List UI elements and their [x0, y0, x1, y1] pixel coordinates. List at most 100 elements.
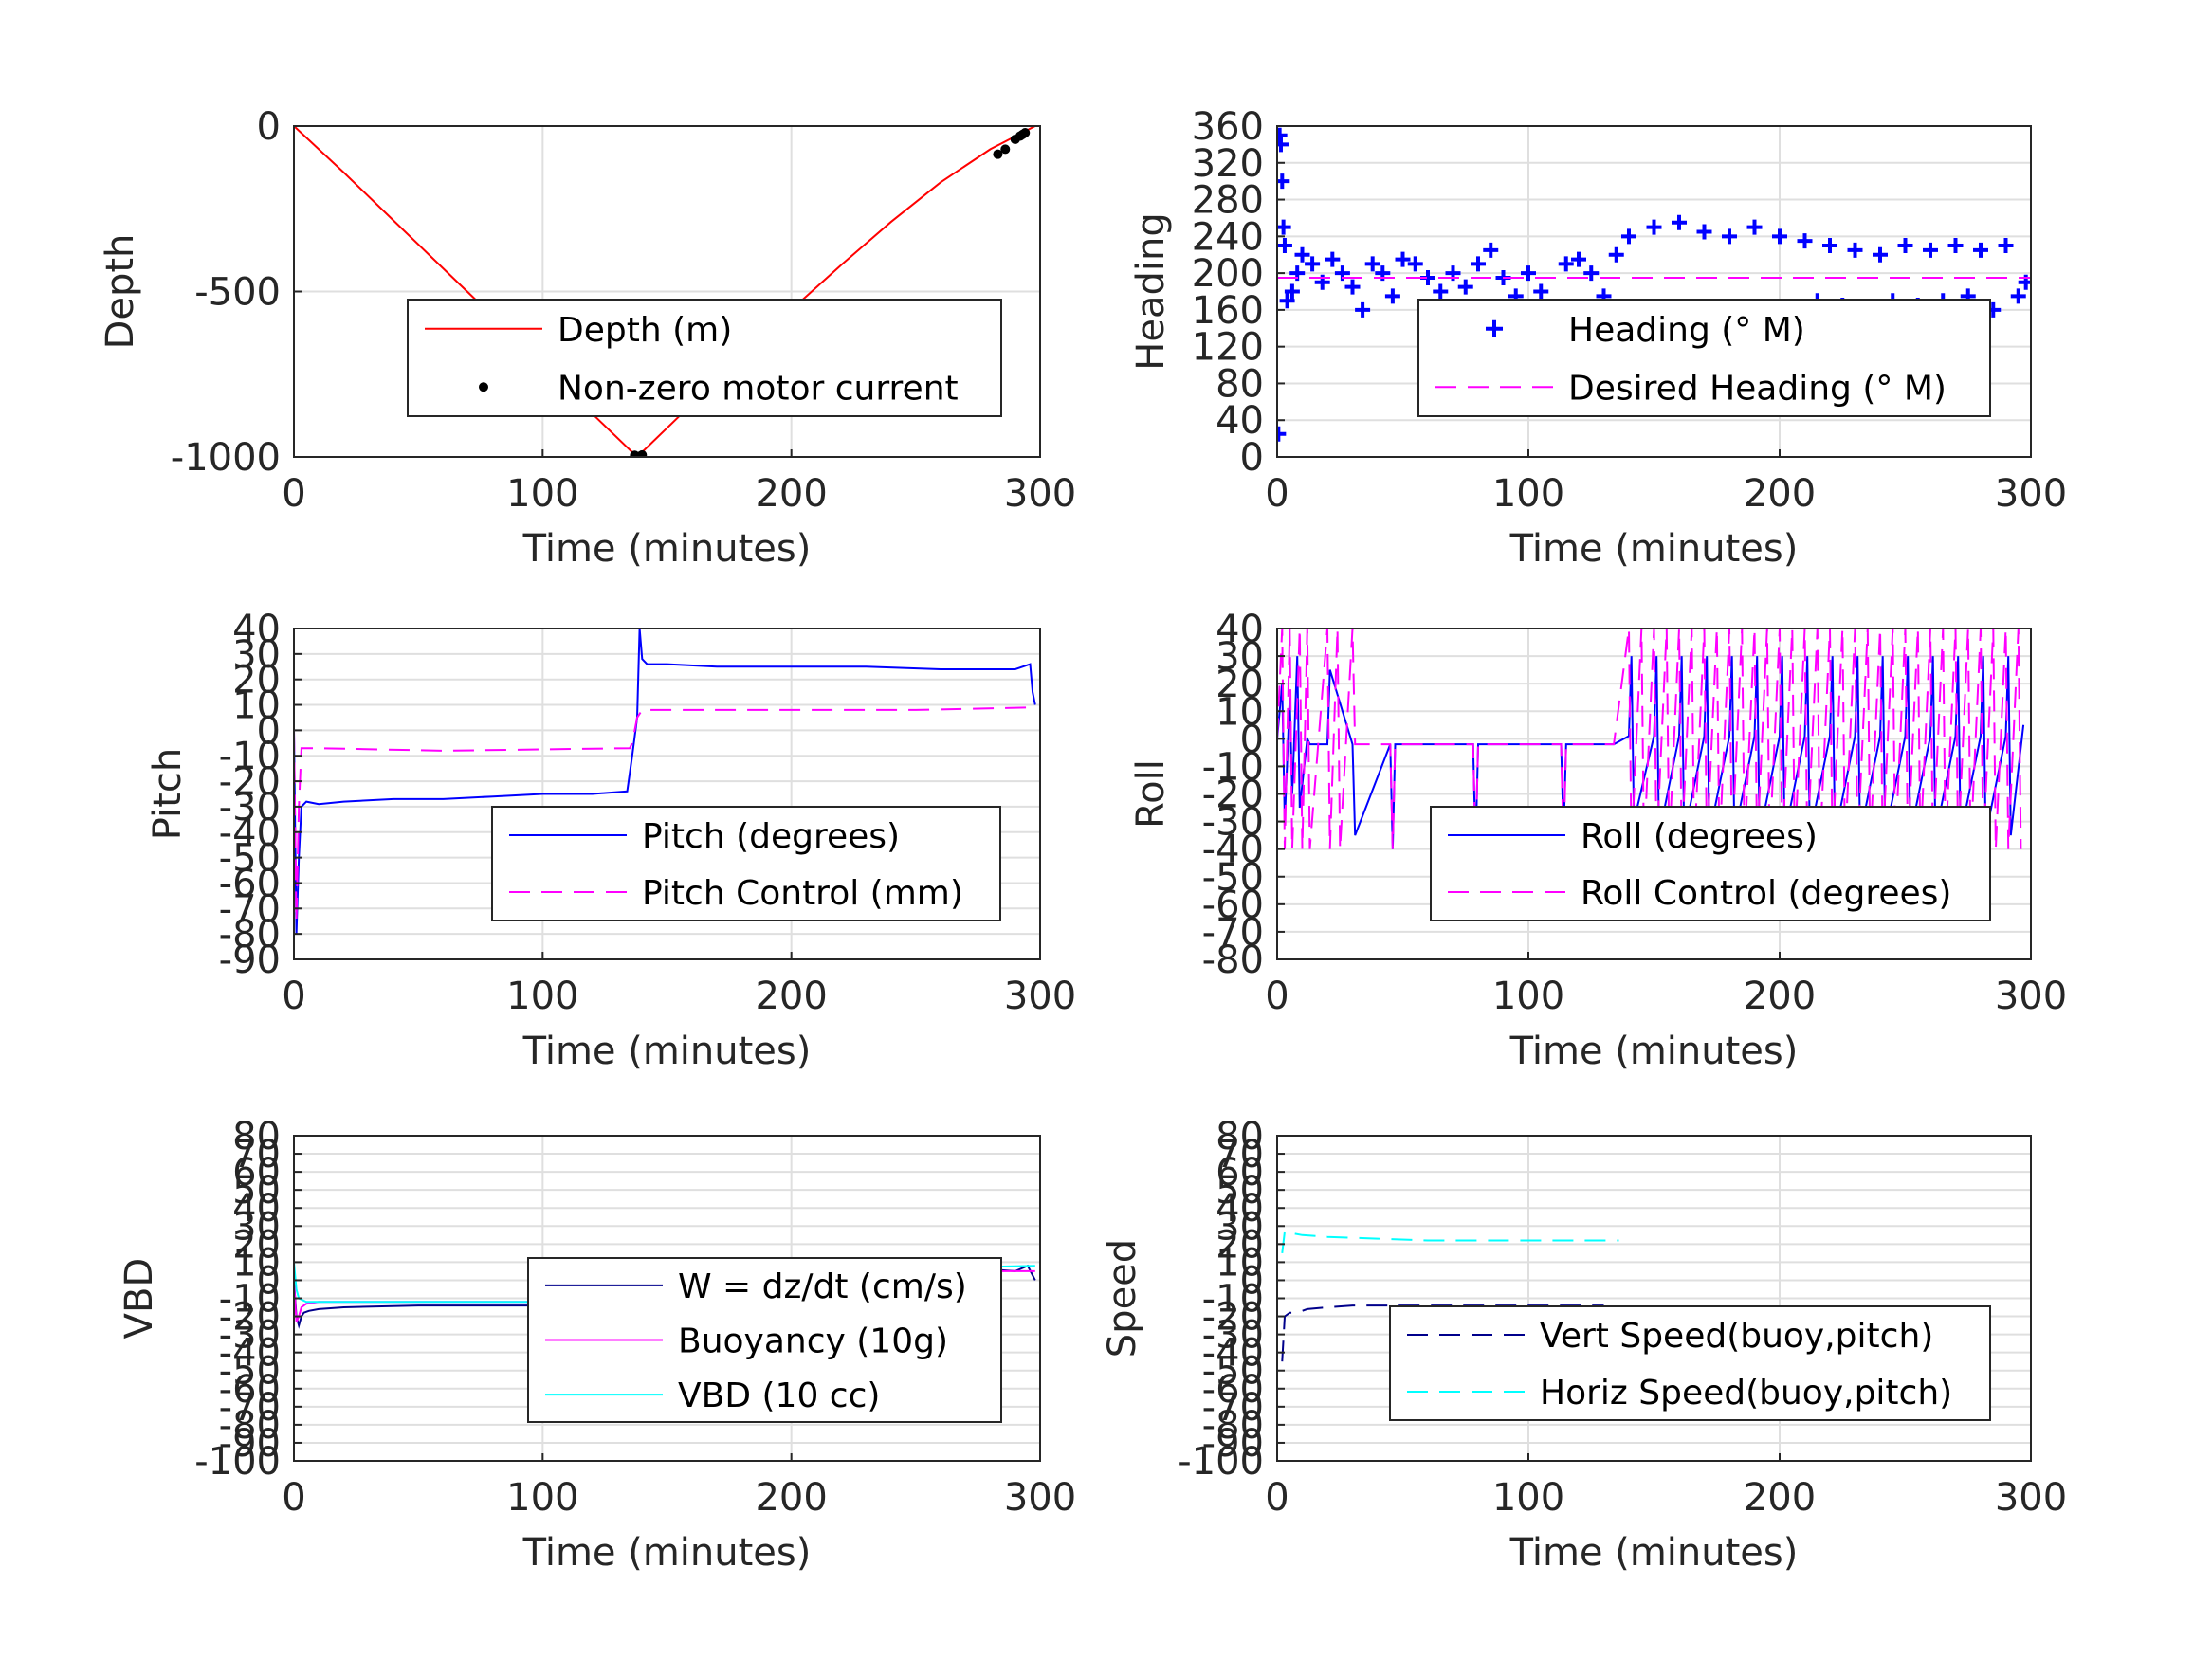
y-tick-label: -20	[1202, 774, 1264, 817]
axes-box	[1276, 125, 2032, 458]
y-tick-label: -90	[219, 1422, 281, 1466]
y-tick-label: 30	[232, 1205, 281, 1249]
legend-label: Horiz Speed(buoy,pitch)	[1540, 1374, 1952, 1413]
y-tick-label: -70	[219, 1386, 281, 1430]
y-tick-label: 0	[1240, 436, 1264, 480]
series-heading-0-point	[1696, 224, 1712, 240]
series-heading-0-point	[1483, 242, 1499, 258]
y-tick-label: 80	[232, 1115, 281, 1158]
x-tick-label: 0	[1265, 975, 1289, 1018]
y-tick-label: -70	[1202, 1386, 1264, 1430]
series-heading-0-point	[1583, 265, 1600, 282]
y-tick-label: -10	[219, 1278, 281, 1322]
series-heading-0-point	[1277, 426, 1287, 442]
x-tick-label: 100	[506, 472, 578, 516]
y-tick-label: -30	[219, 1314, 281, 1358]
series-group	[294, 629, 1036, 935]
y-tick-label: 20	[1216, 1223, 1264, 1267]
chart-vbd: 0 100 200 300-100-90-80-70-60-50-40-30-20-1…	[118, 1115, 1076, 1575]
y-tick-label: 0	[257, 105, 281, 149]
x-tick-label: 0	[282, 1476, 305, 1520]
y-tick-label: 20	[232, 659, 281, 702]
y-axis-label: VBD	[118, 1258, 161, 1340]
y-axis-label: Pitch	[146, 748, 190, 840]
x-tick-label: 200	[1744, 1476, 1816, 1520]
y-tick-label: 40	[232, 608, 281, 651]
series-heading-0-point	[1325, 251, 1341, 267]
y-tick-label: 0	[257, 1259, 281, 1303]
y-axis-label: Speed	[1101, 1239, 1144, 1358]
chart-roll: 0 100 200 300-80-70-60-50-40-30-20-10010203…	[1129, 608, 2067, 1073]
series-depth-0-line	[294, 126, 1036, 457]
y-tick-label: 0	[1240, 1259, 1264, 1303]
y-tick-label: 50	[232, 1169, 281, 1212]
x-tick-label: 0	[1265, 472, 1289, 516]
x-tick-label: 300	[1004, 1476, 1076, 1520]
series-heading-0-point	[1797, 233, 1813, 249]
series-group	[1277, 629, 2025, 849]
y-tick-label: 200	[1192, 252, 1264, 296]
x-tick-label: 0	[1265, 1476, 1289, 1520]
y-tick-label: 10	[1216, 690, 1264, 734]
y-tick-label: -70	[1202, 911, 1264, 955]
legend-label: Pitch (degrees)	[642, 817, 900, 856]
y-tick-label: 60	[232, 1151, 281, 1194]
series-heading-0-point	[1277, 173, 1290, 190]
series-heading-0-point	[1947, 238, 1964, 254]
series-depth-1-point	[993, 149, 1003, 159]
series-heading-0-point	[1277, 137, 1289, 153]
y-axis-label: Heading	[1129, 212, 1173, 370]
series-heading-0-point	[1772, 228, 1787, 245]
series-depth-1-point	[637, 449, 648, 457]
y-tick-label: -60	[219, 862, 281, 905]
y-tick-label: 60	[1216, 1151, 1264, 1194]
legend-box	[1389, 1305, 1991, 1421]
x-tick-label: 200	[755, 975, 827, 1018]
series-heading-0-point	[1433, 283, 1449, 300]
y-tick-label: -40	[219, 1332, 281, 1376]
series-heading-0-point	[1521, 265, 1536, 282]
legend-label: Non-zero motor current	[558, 369, 959, 408]
y-tick-label: 70	[232, 1133, 281, 1176]
chart-speed: 0 100 200 300-100-90-80-70-60-50-40-30-20-1…	[1101, 1115, 2067, 1575]
series-heading-0-point	[1897, 238, 1913, 254]
y-tick-label: -50	[219, 837, 281, 881]
x-tick-label: 200	[755, 1476, 827, 1520]
y-tick-label: -20	[219, 1296, 281, 1340]
series-pitch-0-line	[294, 629, 1036, 935]
y-tick-label: -20	[1202, 1296, 1264, 1340]
series-heading-0-point	[1533, 283, 1549, 300]
x-tick-label: 100	[506, 1476, 578, 1520]
series-depth-1-point	[1000, 144, 1011, 155]
legend-box	[1430, 806, 1991, 921]
y-tick-label: 160	[1192, 289, 1264, 333]
legend-label: Vert Speed(buoy,pitch)	[1540, 1317, 1933, 1356]
x-tick-label: 300	[1004, 472, 1076, 516]
y-tick-label: 0	[1240, 718, 1264, 761]
legend-box	[491, 806, 1001, 921]
series-heading-0-point	[1355, 301, 1371, 318]
y-tick-label: -80	[219, 1404, 281, 1448]
series-heading-0-point	[1364, 256, 1380, 272]
series-heading-0-point	[2010, 288, 2026, 304]
series-roll-1-line	[1277, 629, 2022, 849]
y-tick-label: -50	[219, 1350, 281, 1394]
x-tick-label: 200	[755, 472, 827, 516]
y-axis-label: Depth	[99, 234, 142, 350]
x-tick-label: 100	[1492, 975, 1564, 1018]
x-tick-label: 100	[506, 975, 578, 1018]
y-tick-label: -30	[1202, 1314, 1264, 1358]
series-depth-1-point	[1020, 127, 1031, 137]
legend-box	[407, 299, 1002, 417]
series-heading-0-point	[1344, 279, 1361, 295]
y-tick-label: 20	[1216, 663, 1264, 706]
y-tick-label: -500	[194, 271, 281, 315]
y-tick-label: 50	[1216, 1169, 1264, 1212]
legend-box	[1417, 299, 1991, 417]
legend: Depth (m) Non-zero motor current	[407, 299, 1002, 417]
series-heading-0-point	[1277, 219, 1291, 235]
y-tick-label: -80	[219, 913, 281, 957]
legend-label: Pitch Control (mm)	[642, 874, 963, 913]
y-tick-label: -100	[194, 1440, 281, 1484]
y-tick-label: -60	[1202, 884, 1264, 927]
